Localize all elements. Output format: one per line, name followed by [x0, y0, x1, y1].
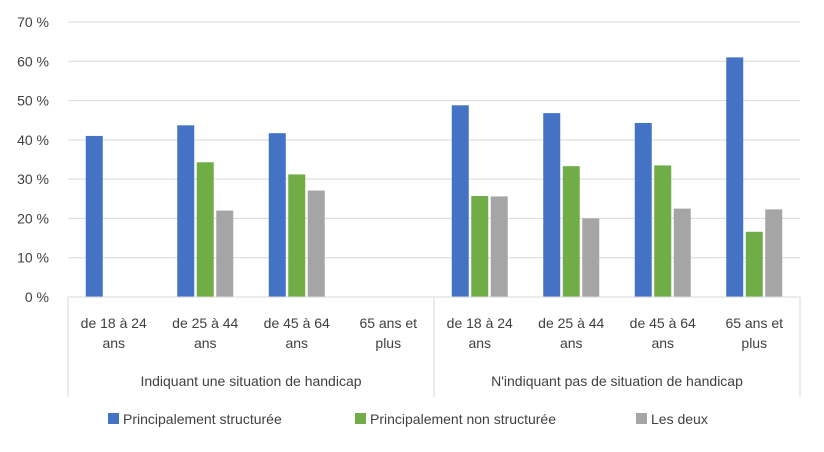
category-label: de 45 à 64 — [264, 315, 330, 331]
category-label: ans — [285, 335, 308, 351]
category-label: de 25 à 44 — [172, 315, 238, 331]
legend-label: Principalement non structurée — [370, 411, 556, 427]
category-label: ans — [194, 335, 217, 351]
x-axis: de 18 à 24 ans de 25 à 44 ans de 45 à 64 ans 6… — [67, 296, 801, 397]
bar — [673, 208, 691, 297]
group-label: N'indiquant pas de situation de handicap — [491, 373, 743, 389]
bar — [307, 190, 325, 297]
legend-swatch — [355, 413, 366, 424]
y-tick-label: 40 % — [17, 132, 49, 148]
category-label: ans — [102, 335, 125, 351]
bar — [490, 196, 508, 297]
bars — [85, 57, 783, 298]
category-label: de 18 à 24 — [447, 315, 513, 331]
y-tick-label: 50 % — [17, 93, 49, 109]
bar — [562, 166, 580, 297]
legend-label: Les deux — [651, 411, 708, 427]
bar — [471, 196, 489, 297]
bar — [543, 113, 561, 298]
legend-label: Principalement structurée — [123, 411, 282, 427]
y-tick-label: 70 % — [17, 14, 49, 30]
category-label: de 45 à 64 — [630, 315, 696, 331]
y-tick-label: 0 % — [25, 289, 49, 305]
y-tick-label: 30 % — [17, 171, 49, 187]
y-tick-label: 20 % — [17, 210, 49, 226]
category-label: 65 ans et — [725, 315, 783, 331]
category-label: plus — [741, 335, 767, 351]
category-label: 65 ans et — [359, 315, 417, 331]
legend: Principalement structurée Principalement … — [108, 411, 708, 427]
group-label: Indiquant une situation de handicap — [140, 373, 361, 389]
bar — [451, 105, 469, 298]
bar — [726, 57, 744, 297]
bar — [216, 210, 234, 297]
bar — [745, 231, 763, 297]
y-axis: 0 % 10 % 20 % 30 % 40 % 50 % 60 % 70 % — [17, 14, 49, 305]
legend-swatch — [636, 413, 647, 424]
bar — [765, 209, 783, 297]
bar — [177, 125, 195, 297]
bar — [582, 218, 600, 297]
bar — [654, 165, 672, 297]
bar — [268, 133, 286, 297]
bar — [196, 162, 214, 297]
category-label: plus — [375, 335, 401, 351]
bar — [85, 135, 103, 297]
y-tick-label: 10 % — [17, 250, 49, 266]
category-label: ans — [560, 335, 583, 351]
bar — [288, 174, 306, 297]
category-label: de 25 à 44 — [538, 315, 604, 331]
bar — [634, 122, 652, 297]
legend-swatch — [108, 413, 119, 424]
category-label: de 18 à 24 — [81, 315, 147, 331]
category-label: ans — [468, 335, 491, 351]
y-tick-label: 60 % — [17, 53, 49, 69]
category-label: ans — [651, 335, 674, 351]
